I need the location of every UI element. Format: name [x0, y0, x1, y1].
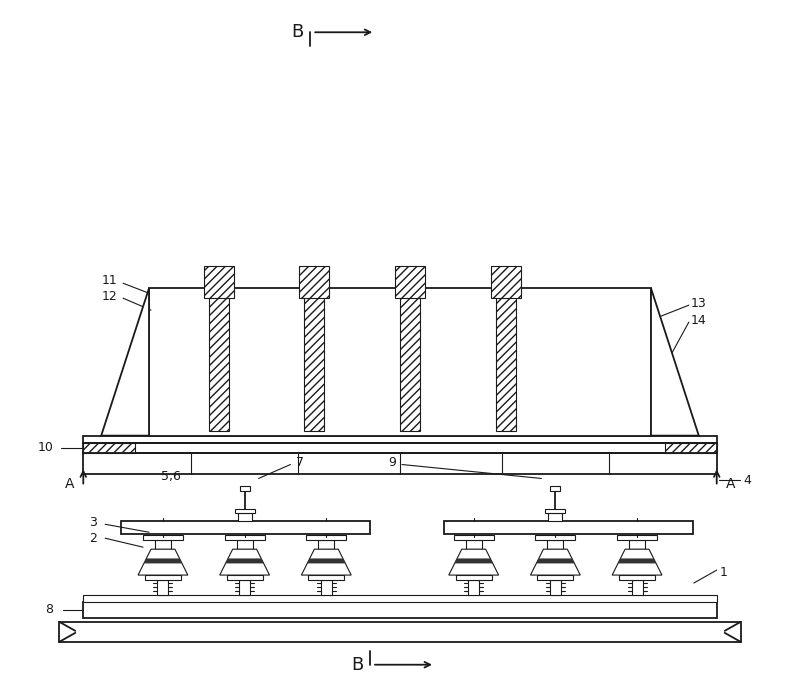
Bar [617, 536, 657, 540]
Text: 14: 14 [691, 314, 706, 327]
Bar [318, 540, 334, 549]
Bar [468, 580, 479, 595]
Polygon shape [138, 549, 188, 575]
Bar [549, 513, 562, 521]
Bar [631, 580, 642, 595]
Bar [535, 536, 575, 540]
Bar [321, 580, 332, 595]
Bar [538, 575, 574, 580]
Text: 3: 3 [90, 515, 97, 529]
Bar [226, 575, 262, 580]
Text: 13: 13 [691, 296, 706, 310]
Bar [490, 266, 521, 299]
Bar [238, 513, 251, 521]
Bar [209, 293, 229, 430]
Text: 5,6: 5,6 [161, 470, 181, 483]
Polygon shape [454, 558, 493, 563]
Bar [239, 580, 250, 595]
Text: 7: 7 [297, 456, 305, 469]
Bar [83, 435, 717, 443]
Bar [83, 443, 135, 453]
Bar [619, 575, 655, 580]
Bar [299, 266, 330, 299]
Text: 4: 4 [744, 474, 751, 487]
Bar [550, 486, 560, 491]
Bar [143, 536, 183, 540]
Polygon shape [449, 549, 498, 575]
Bar [466, 540, 482, 549]
Polygon shape [102, 288, 149, 435]
Text: 8: 8 [46, 603, 54, 616]
Bar [306, 536, 346, 540]
Text: B: B [291, 23, 303, 41]
Bar [395, 266, 425, 299]
Polygon shape [618, 558, 656, 563]
Bar [83, 602, 717, 618]
Text: A: A [65, 477, 74, 491]
Text: 9: 9 [388, 456, 396, 469]
Bar [456, 575, 492, 580]
Text: A: A [726, 477, 735, 491]
Polygon shape [307, 558, 346, 563]
Text: 12: 12 [102, 290, 117, 303]
Bar [158, 580, 169, 595]
Bar [83, 443, 717, 453]
Bar [83, 453, 717, 475]
Text: 1: 1 [720, 566, 728, 578]
Text: 11: 11 [102, 274, 117, 287]
Bar [629, 540, 645, 549]
Bar [145, 575, 181, 580]
Bar [204, 266, 234, 299]
Bar [308, 575, 344, 580]
Text: 10: 10 [38, 441, 54, 454]
Bar [496, 293, 515, 430]
Polygon shape [536, 558, 574, 563]
Polygon shape [530, 549, 580, 575]
Bar [400, 293, 420, 430]
Polygon shape [144, 558, 182, 563]
Bar [444, 521, 693, 534]
Text: 2: 2 [90, 531, 97, 545]
Bar [155, 540, 171, 549]
Bar [665, 443, 717, 453]
Bar [240, 486, 250, 491]
Bar [59, 622, 741, 642]
Polygon shape [226, 558, 264, 563]
Bar [237, 540, 253, 549]
Bar [304, 293, 324, 430]
Bar [149, 288, 651, 435]
Polygon shape [612, 549, 662, 575]
Bar [547, 540, 563, 549]
Bar [234, 509, 254, 513]
Bar [225, 536, 265, 540]
Polygon shape [220, 549, 270, 575]
Text: B: B [351, 656, 363, 674]
Bar [550, 580, 561, 595]
Polygon shape [302, 549, 351, 575]
Bar [121, 521, 370, 534]
Bar [454, 536, 494, 540]
Bar [83, 595, 717, 602]
Bar [546, 509, 566, 513]
Polygon shape [651, 288, 698, 435]
